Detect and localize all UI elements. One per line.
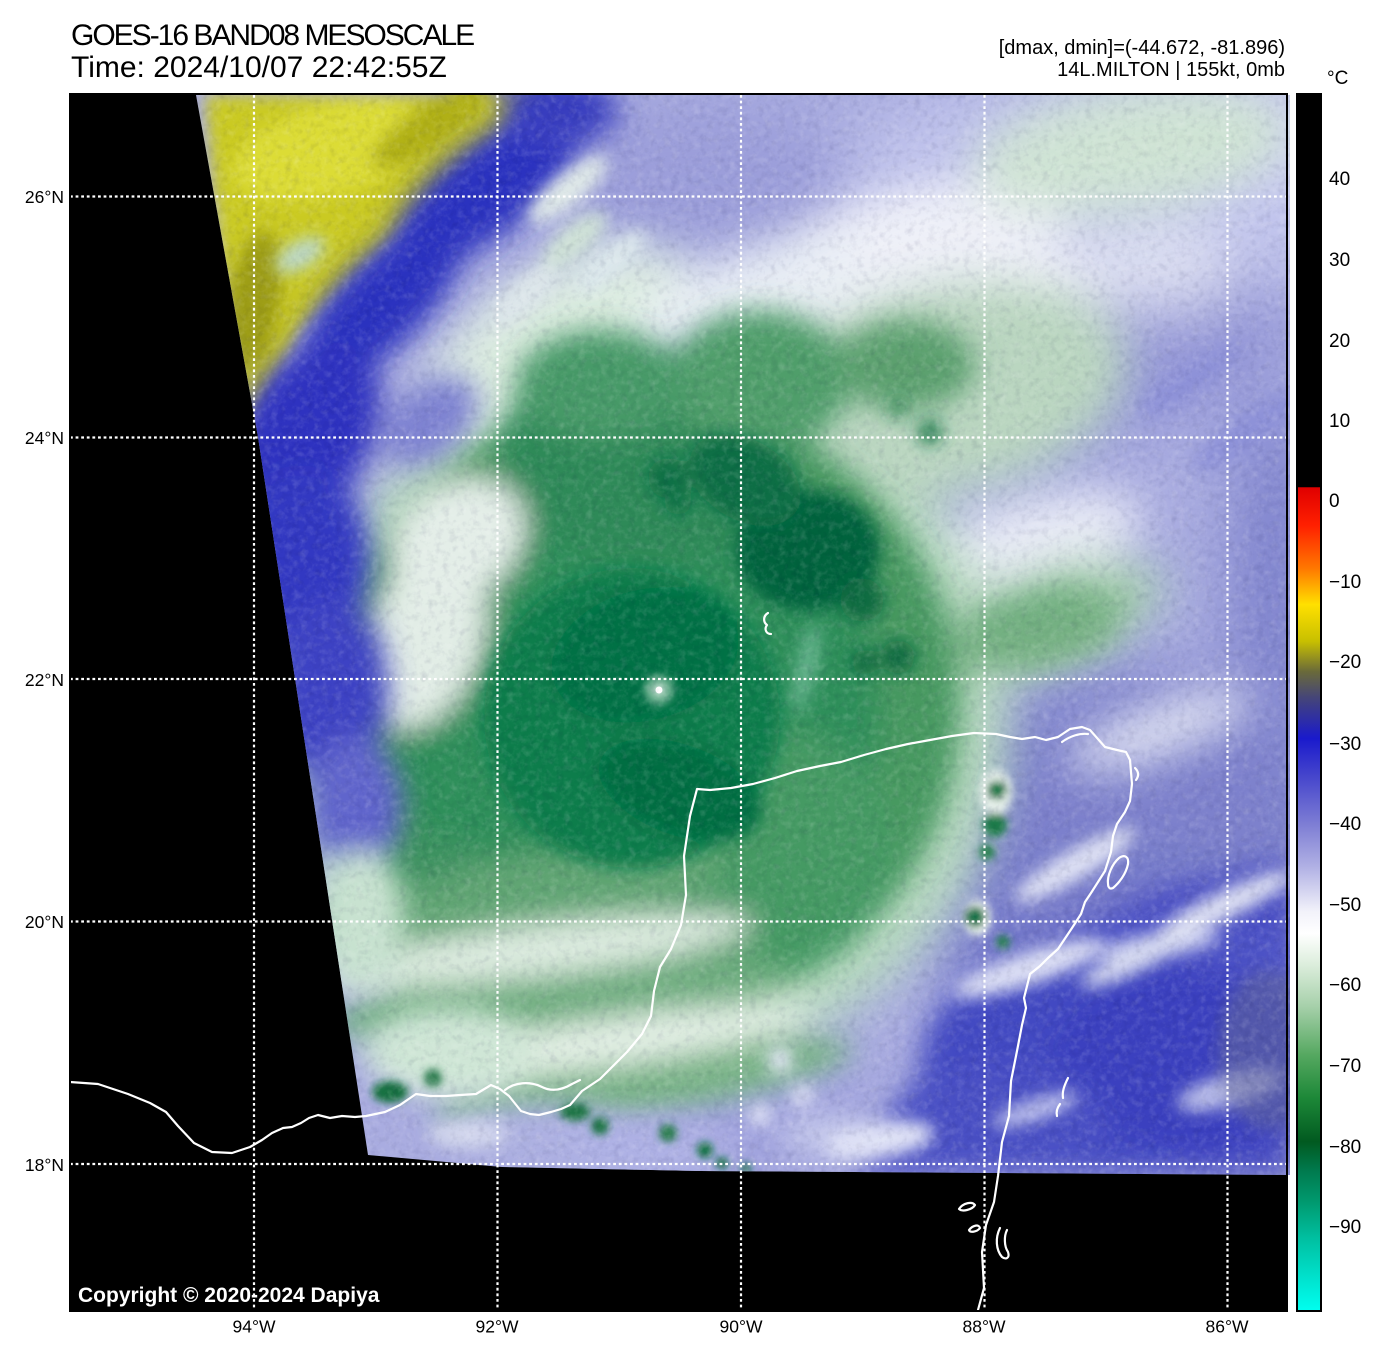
svg-text:−80: −80 [1329,1137,1361,1158]
svg-text:14L.MILTON | 155kt, 0mb: 14L.MILTON | 155kt, 0mb [1057,59,1285,81]
svg-text:−70: −70 [1329,1056,1361,1077]
svg-text:−50: −50 [1329,895,1361,916]
svg-text:GOES-16 BAND08 MESOSCALE: GOES-16 BAND08 MESOSCALE [71,19,474,52]
svg-text:90°W: 90°W [720,1317,763,1337]
svg-text:°C: °C [1327,68,1348,89]
svg-text:Time: 2024/10/07 22:42:55Z: Time: 2024/10/07 22:42:55Z [71,51,447,84]
svg-text:26°N: 26°N [25,187,64,207]
svg-text:−90: −90 [1329,1217,1361,1238]
svg-text:86°W: 86°W [1206,1317,1249,1337]
svg-text:94°W: 94°W [233,1317,276,1337]
svg-text:0: 0 [1329,491,1340,512]
svg-text:20°N: 20°N [25,912,64,932]
svg-text:Copyright © 2020-2024 Dapiya: Copyright © 2020-2024 Dapiya [78,1284,380,1307]
svg-text:20: 20 [1329,331,1350,352]
svg-text:[dmax, dmin]=(-44.672, -81.896: [dmax, dmin]=(-44.672, -81.896) [999,37,1285,59]
svg-text:30: 30 [1329,250,1350,271]
svg-text:92°W: 92°W [476,1317,519,1337]
svg-text:22°N: 22°N [25,670,64,690]
svg-text:88°W: 88°W [963,1317,1006,1337]
svg-text:−30: −30 [1329,734,1361,755]
svg-text:−20: −20 [1329,652,1361,673]
svg-text:40: 40 [1329,169,1350,190]
svg-text:−60: −60 [1329,975,1361,996]
svg-text:10: 10 [1329,411,1350,432]
svg-text:−10: −10 [1329,572,1361,593]
svg-text:−40: −40 [1329,814,1361,835]
svg-text:18°N: 18°N [25,1155,64,1175]
svg-text:24°N: 24°N [25,428,64,448]
